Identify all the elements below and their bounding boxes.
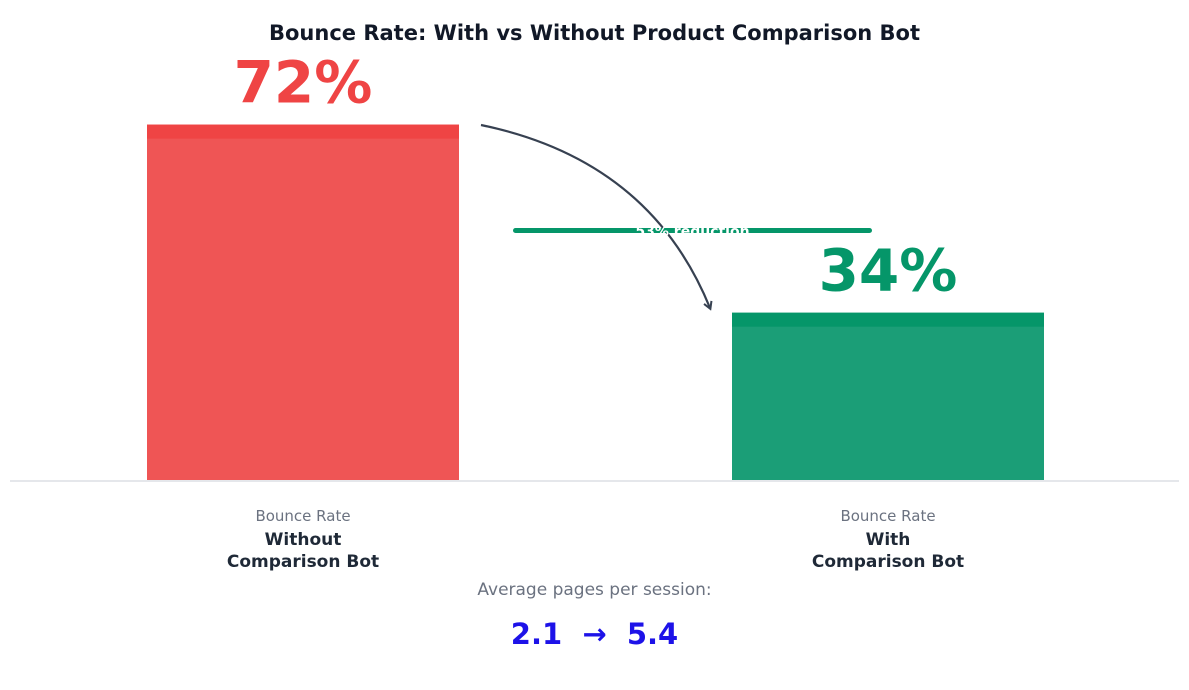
- value-label-without-bot: 72%: [234, 49, 373, 117]
- bar-with-bot: [732, 312, 1044, 481]
- category-label-line1-with-bot: With: [866, 530, 911, 550]
- bar-cap-with-bot: [732, 312, 1044, 327]
- category-label-line1-without-bot: Without: [265, 530, 342, 550]
- bar-cap-without-bot: [147, 124, 459, 139]
- avg-pages-value: 2.1 → 5.4: [511, 617, 678, 651]
- bar-without-bot: [147, 124, 459, 481]
- avg-pages-label: Average pages per session:: [477, 580, 711, 600]
- reduction-label: 53% reduction: [635, 224, 749, 240]
- reduction-badge: 53% reduction: [513, 224, 872, 240]
- category-metric-label-without-bot: Bounce Rate: [255, 507, 350, 525]
- reduction-badge-background: [513, 228, 872, 233]
- category-metric-label-with-bot: Bounce Rate: [840, 507, 935, 525]
- chart-title: Bounce Rate: With vs Without Product Com…: [269, 21, 920, 45]
- bars-group: 72% 34%: [147, 49, 1044, 481]
- category-label-line2-with-bot: Comparison Bot: [812, 552, 964, 572]
- category-label-line2-without-bot: Comparison Bot: [227, 552, 379, 572]
- value-label-with-bot: 34%: [819, 237, 958, 305]
- comparison-arrow: [480, 123, 710, 308]
